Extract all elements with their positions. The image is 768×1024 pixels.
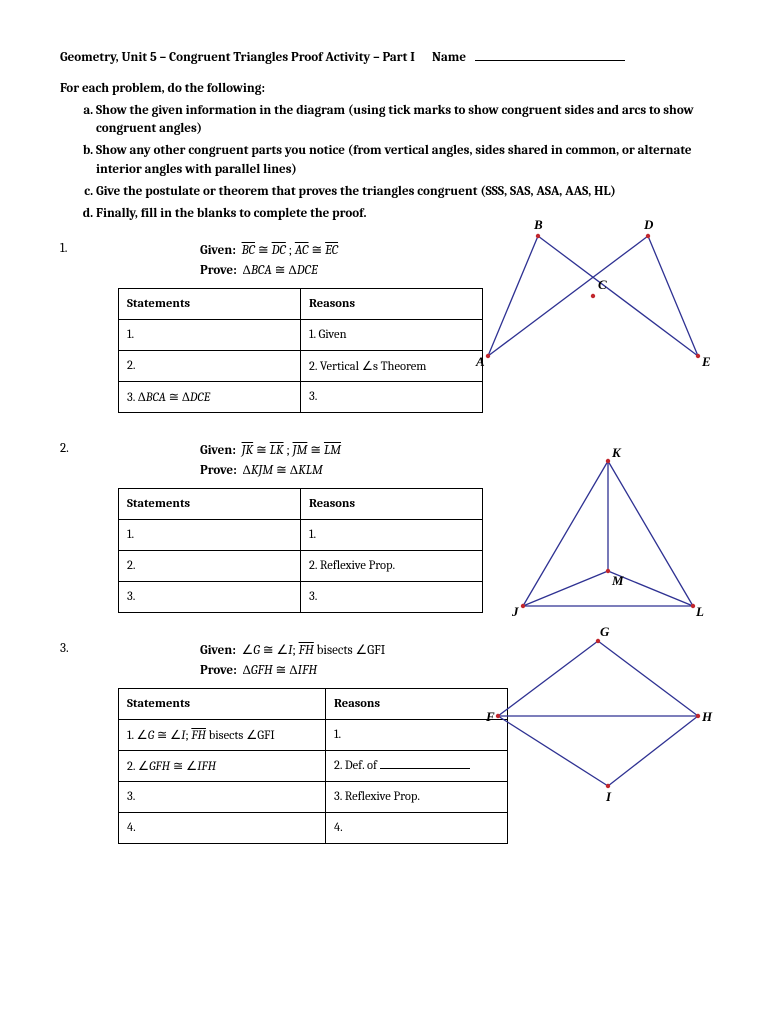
instruction-item: Give the postulate or theorem that prove… [96, 183, 708, 201]
given-label: Given: [200, 243, 236, 258]
diagram: FGHI [488, 631, 708, 805]
table-row: 3. ΔBCA ≅ ΔDCE3. [119, 382, 483, 413]
svg-text:E: E [701, 354, 711, 369]
table-row: 2. ∠GFH ≅ ∠IFH2. Def. of [119, 751, 508, 782]
instructions-lead: For each problem, do the following: [60, 81, 708, 96]
diagram: KJLM [508, 451, 708, 625]
proof-table: StatementsReasons1.1. Given2.2. Vertical… [118, 288, 483, 413]
table-cell[interactable]: 2. [119, 551, 301, 582]
table-row: 3.3. [119, 582, 483, 613]
svg-text:B: B [533, 217, 543, 232]
svg-text:M: M [611, 573, 624, 588]
worksheet-title: Geometry, Unit 5 – Congruent Triangles P… [60, 50, 415, 65]
given-label: Given: [200, 643, 236, 658]
prove-label: Prove: [200, 263, 237, 278]
instruction-item: Show the given information in the diagra… [96, 102, 708, 138]
svg-text:C: C [598, 277, 607, 292]
prove-text: ΔGFH ≅ ΔIFH [242, 663, 317, 678]
svg-text:J: J [511, 604, 519, 619]
given-text: BC ≅ DC ; AC ≅ EC [242, 243, 338, 258]
table-cell[interactable]: 3. [119, 782, 326, 813]
problem: KJLM2. Given: JK ≅ LK ; JM ≅ LM Prove: Δ… [60, 441, 708, 613]
table-header: Statements [119, 489, 301, 520]
svg-text:H: H [701, 709, 713, 724]
table-header: Reasons [301, 289, 483, 320]
table-row: 2.2. Vertical ∠s Theorem [119, 351, 483, 382]
problem: ABCDE1. Given: BC ≅ DC ; AC ≅ EC Prove: … [60, 241, 708, 413]
table-header: Statements [119, 689, 326, 720]
diagram: ABCDE [478, 221, 708, 375]
table-cell[interactable]: 2. Vertical ∠s Theorem [301, 351, 483, 382]
prove-text: ΔBCA ≅ ΔDCE [242, 263, 317, 278]
table-cell[interactable]: 3. [301, 582, 483, 613]
svg-text:D: D [643, 217, 654, 232]
given-text: JK ≅ LK ; JM ≅ LM [242, 443, 341, 458]
table-cell[interactable]: 3. Reflexive Prop. [326, 782, 508, 813]
table-cell[interactable]: 1. ∠G ≅ ∠I; FH bisects ∠GFI [119, 720, 326, 751]
table-row: 4.4. [119, 813, 508, 844]
name-input-blank[interactable] [475, 60, 625, 61]
problem-number: 3. [60, 641, 90, 656]
name-label: Name [432, 50, 466, 65]
problem-number: 1. [60, 241, 90, 256]
svg-text:F: F [485, 709, 495, 724]
svg-text:I: I [605, 789, 612, 804]
table-cell[interactable]: 2. [119, 351, 301, 382]
table-row: 2.2. Reflexive Prop. [119, 551, 483, 582]
table-cell[interactable]: 1. [119, 320, 301, 351]
given-prove: Given: JK ≅ LK ; JM ≅ LM Prove: ΔKJM ≅ Δ… [200, 441, 341, 480]
table-row: 1.1. Given [119, 320, 483, 351]
table-cell[interactable]: 2. Reflexive Prop. [301, 551, 483, 582]
svg-text:G: G [600, 624, 610, 639]
table-row: 1. ∠G ≅ ∠I; FH bisects ∠GFI1. [119, 720, 508, 751]
svg-text:L: L [695, 604, 704, 619]
table-header: Reasons [326, 689, 508, 720]
instruction-item: Show any other congruent parts you notic… [96, 142, 708, 178]
table-cell[interactable]: 1. [301, 520, 483, 551]
prove-text: ΔKJM ≅ ΔKLM [242, 463, 322, 478]
table-cell[interactable]: 1. [326, 720, 508, 751]
given-prove: Given: BC ≅ DC ; AC ≅ EC Prove: ΔBCA ≅ Δ… [200, 241, 338, 280]
table-cell[interactable]: 1. Given [301, 320, 483, 351]
prove-label: Prove: [200, 663, 237, 678]
table-cell[interactable]: 1. [119, 520, 301, 551]
given-prove: Given: ∠G ≅ ∠I; FH bisects ∠GFI Prove: Δ… [200, 641, 385, 680]
given-label: Given: [200, 443, 236, 458]
proof-table: StatementsReasons1. ∠G ≅ ∠I; FH bisects … [118, 688, 508, 844]
prove-label: Prove: [200, 463, 237, 478]
table-cell[interactable]: 3. ΔBCA ≅ ΔDCE [119, 382, 301, 413]
table-cell[interactable]: 4. [119, 813, 326, 844]
proof-table: StatementsReasons1.1.2.2. Reflexive Prop… [118, 488, 483, 613]
given-text: ∠G ≅ ∠I; FH bisects ∠GFI [242, 643, 386, 658]
table-row: 1.1. [119, 520, 483, 551]
problem-number: 2. [60, 441, 90, 456]
table-row: 3.3. Reflexive Prop. [119, 782, 508, 813]
table-header: Statements [119, 289, 301, 320]
table-cell[interactable]: 3. [301, 382, 483, 413]
table-cell[interactable]: 4. [326, 813, 508, 844]
table-cell[interactable]: 2. Def. of [326, 751, 508, 782]
table-cell[interactable]: 2. ∠GFH ≅ ∠IFH [119, 751, 326, 782]
table-cell[interactable]: 3. [119, 582, 301, 613]
svg-text:K: K [611, 445, 622, 460]
instructions-list: Show the given information in the diagra… [96, 102, 708, 223]
svg-text:A: A [475, 354, 485, 369]
worksheet-header: Geometry, Unit 5 – Congruent Triangles P… [60, 50, 708, 65]
table-header: Reasons [301, 489, 483, 520]
problem: FGHI3. Given: ∠G ≅ ∠I; FH bisects ∠GFI P… [60, 641, 708, 844]
